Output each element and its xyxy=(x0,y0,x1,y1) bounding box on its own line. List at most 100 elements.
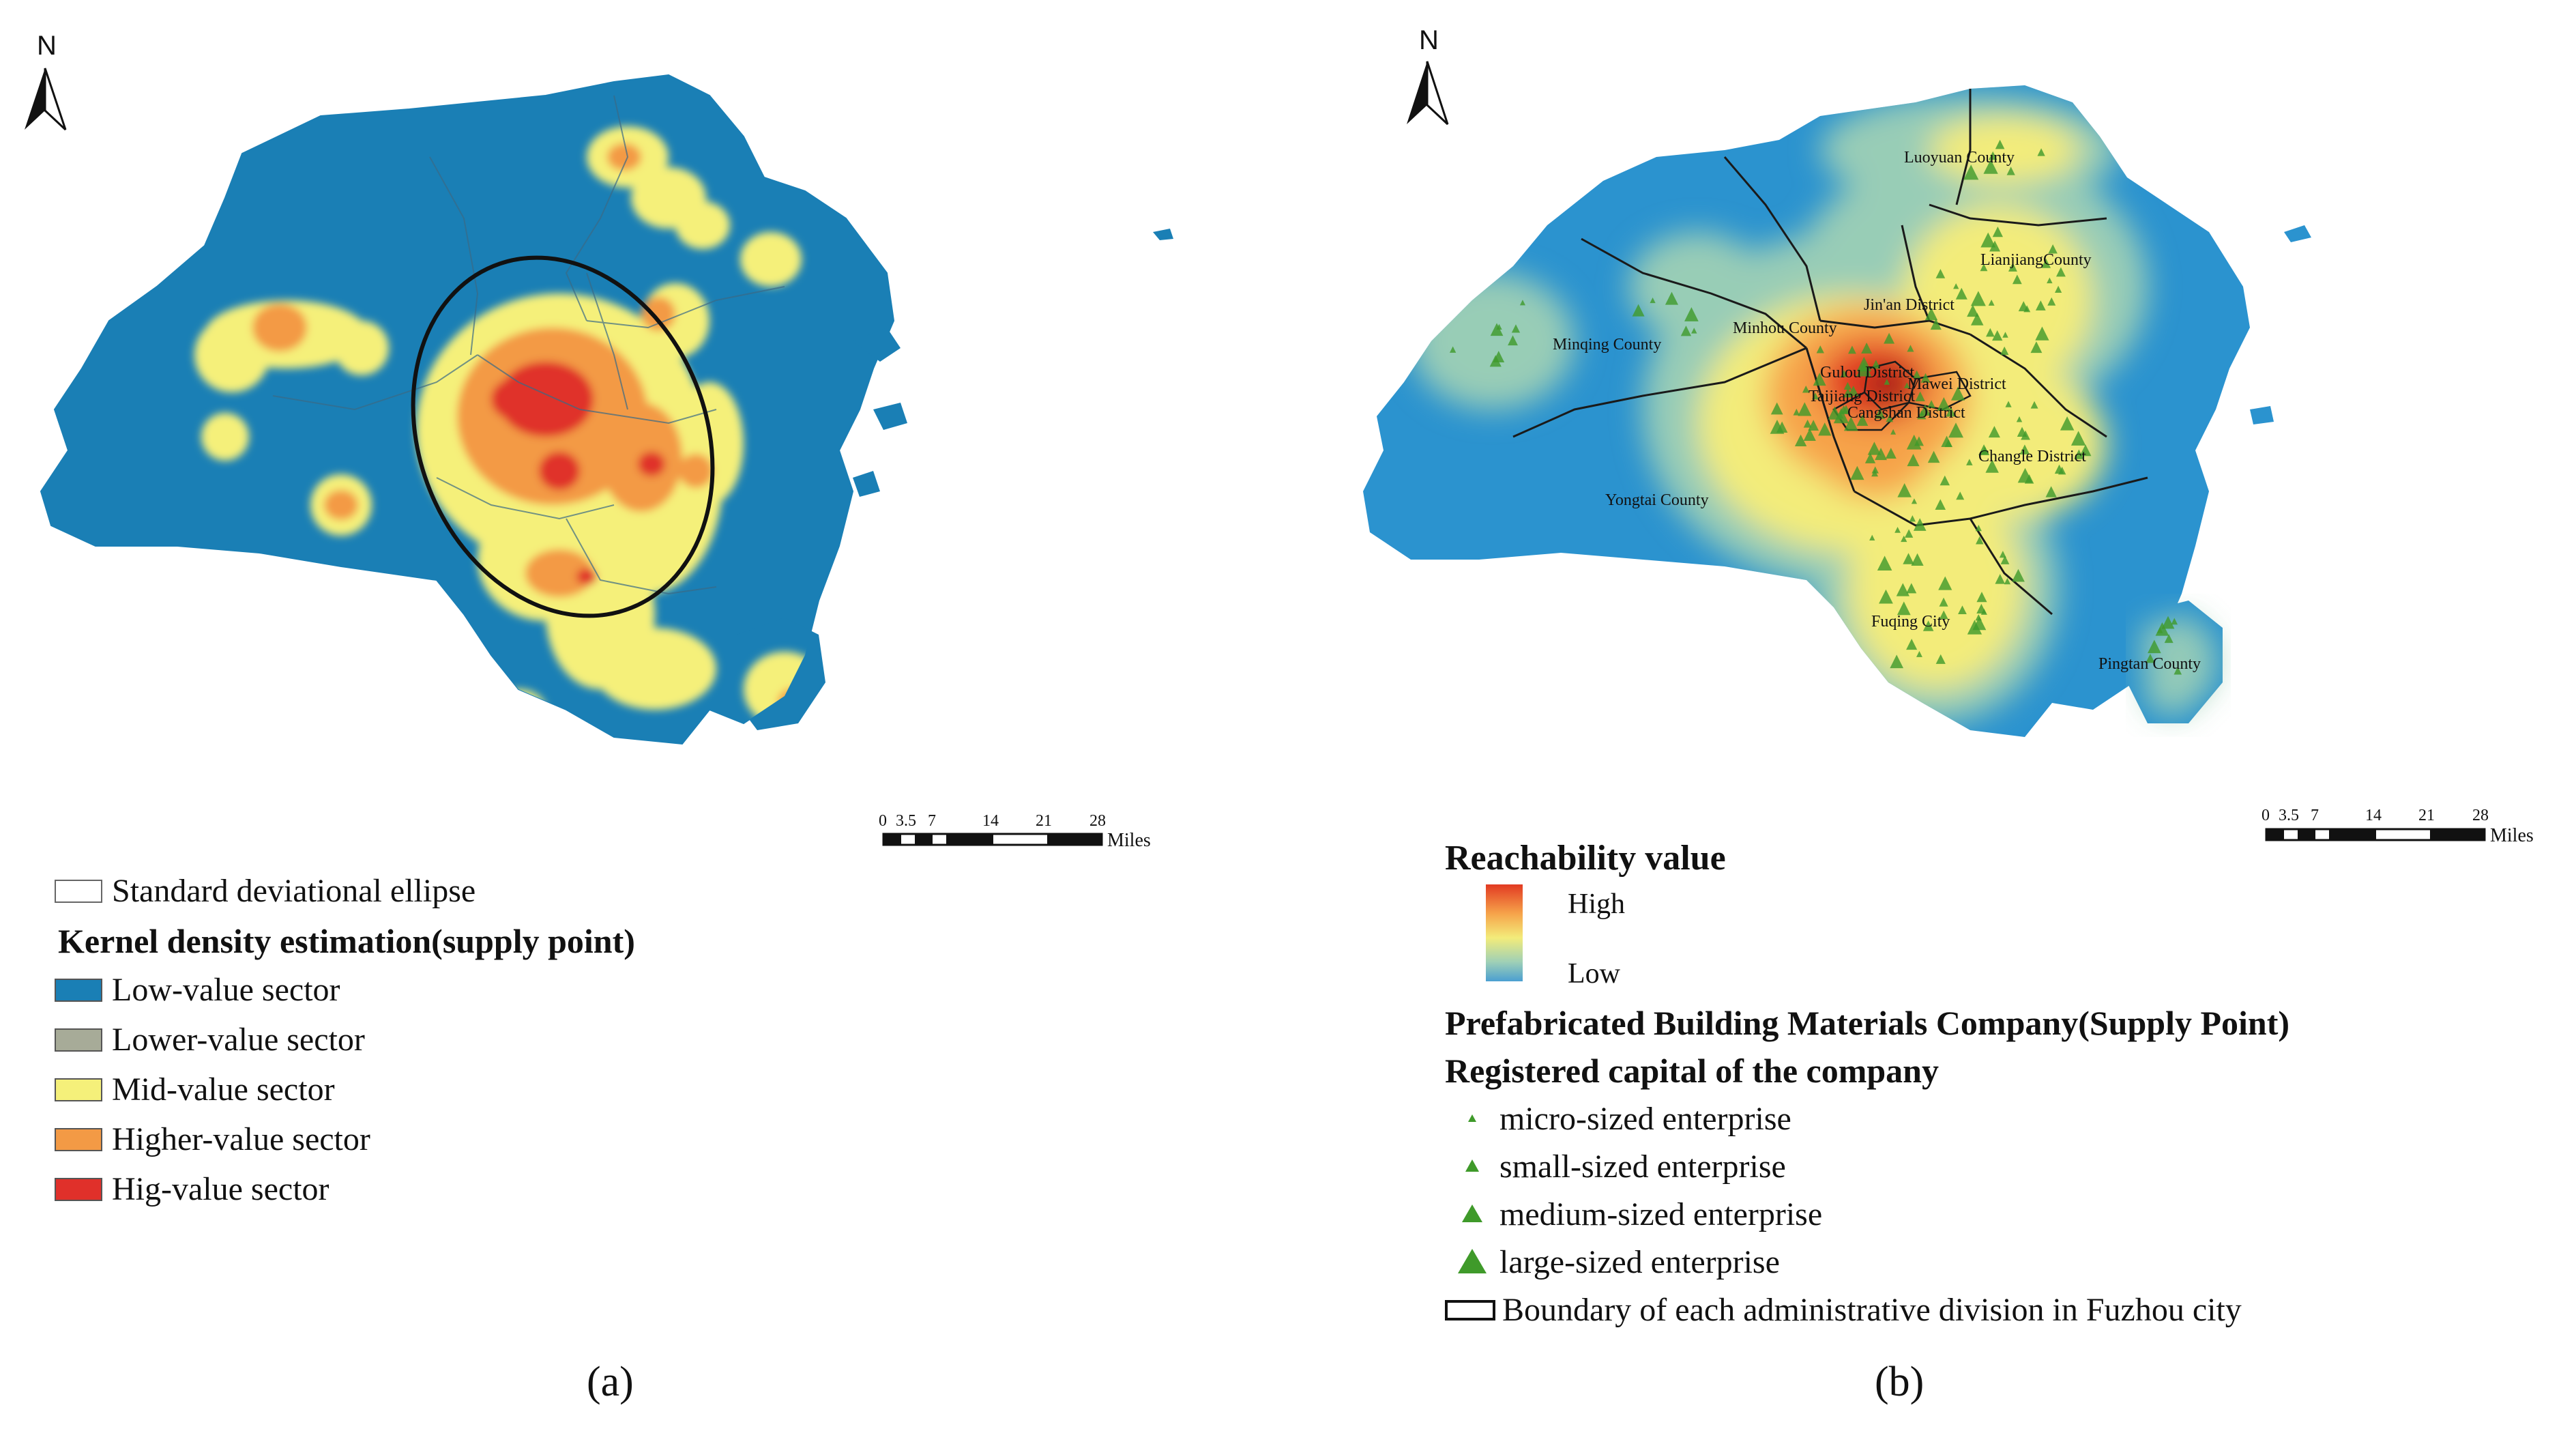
supply-point-triangle xyxy=(1995,573,2006,584)
supply-point-triangle xyxy=(1939,610,1948,620)
supply-point-triangle xyxy=(1980,232,1996,248)
supply-point-triangle xyxy=(2037,148,2045,156)
supply-point-triangle xyxy=(1906,638,1918,650)
supply-point-triangle xyxy=(1840,370,1848,377)
legend-company-title: Prefabricated Building Materials Company… xyxy=(1445,1004,2290,1042)
supply-point-triangle xyxy=(1909,515,1916,522)
supply-point-triangle xyxy=(1869,534,1875,540)
supply-point-triangle xyxy=(1940,475,1950,486)
supply-point-triangle xyxy=(1856,356,1872,372)
supply-point-triangle xyxy=(2161,616,2175,629)
reach-color-ramp xyxy=(1486,884,1523,981)
scale-tick-5: 28 xyxy=(1089,812,1106,830)
scale-unit-b: Miles xyxy=(2490,825,2534,846)
supply-point-triangle xyxy=(1907,345,1914,352)
supply-point-triangle xyxy=(1999,551,2006,558)
supply-point-triangle xyxy=(1976,536,1984,545)
supply-point-triangle xyxy=(1992,227,2003,237)
scale-bar-a: 0 3.5 7 14 21 28 Miles xyxy=(879,812,1151,851)
legend-ellipse-row: Standard deviational ellipse xyxy=(55,875,475,908)
supply-point-triangle xyxy=(1874,408,1886,419)
supply-point-triangle xyxy=(2041,259,2051,268)
supply-point-triangle xyxy=(1818,422,1832,436)
supply-point-triangle xyxy=(1906,583,1917,594)
supply-point-triangle xyxy=(1948,422,1963,438)
supply-point-triangle xyxy=(2019,444,2030,454)
supply-point-triangle xyxy=(1955,287,1967,300)
supply-point-triangle xyxy=(1877,555,1892,571)
north-label-b: N xyxy=(1419,25,1439,55)
supply-point-triangle xyxy=(1813,373,1826,386)
swatch-low xyxy=(55,979,102,1002)
pingtan-surface xyxy=(2141,614,2216,717)
legend-item-higher: Higher-value sector xyxy=(55,1123,370,1156)
supply-point-triangle xyxy=(1871,360,1881,369)
supply-point-triangle xyxy=(1938,576,1952,590)
legend-size-large: large-sized enterprise xyxy=(1445,1246,1780,1279)
legend-size-label: small-sized enterprise xyxy=(1499,1149,1786,1185)
north-arrow-a: N xyxy=(25,31,67,131)
supply-point-triangle xyxy=(1956,491,1965,500)
caption-b: (b) xyxy=(1875,1359,1924,1405)
supply-point-triangle xyxy=(1978,444,1990,455)
supply-point-triangle xyxy=(1911,553,1924,566)
legend-item-lower: Lower-value sector xyxy=(55,1024,365,1056)
supply-point-triangle xyxy=(1519,300,1525,306)
legend-boundary-label: Boundary of each administrative division… xyxy=(1502,1292,2242,1328)
legend-size-label: large-sized enterprise xyxy=(1499,1244,1780,1280)
legend-boundary-row: Boundary of each administrative division… xyxy=(1445,1294,2242,1327)
supply-point-triangle xyxy=(1803,419,1812,428)
legend-low-row: Low xyxy=(1568,959,1620,988)
supply-point-triangle xyxy=(1890,429,1897,435)
supply-point-triangle xyxy=(1839,405,1849,414)
supply-point-triangle xyxy=(1920,373,1931,383)
legend-company-title-row: Prefabricated Building Materials Company… xyxy=(1445,1006,2289,1040)
supply-point-triangle xyxy=(1988,426,2000,438)
legend-item-mid: Mid-value sector xyxy=(55,1073,335,1106)
supply-point-triangle xyxy=(1875,448,1888,461)
legend-size-small: small-sized enterprise xyxy=(1445,1151,1786,1183)
scale-tick-0: 0 xyxy=(879,812,887,830)
legend-low-label: Low xyxy=(1568,958,1620,990)
legend-b: Reachability value High Low Prefabricate… xyxy=(1445,841,2502,1332)
legend-high-row: High xyxy=(1568,890,1625,919)
panel-b: Luoyuan County LianjiangCounty Jin'an Di… xyxy=(1288,0,2576,1429)
supply-point-triangle xyxy=(2164,634,2174,644)
north-arrow-b: N xyxy=(1407,25,1449,126)
supply-point-triangle xyxy=(1912,370,1921,379)
supply-point-triangle xyxy=(1967,304,1979,317)
legend-size-label: medium-sized enterprise xyxy=(1499,1196,1823,1232)
supply-point-triangle xyxy=(1950,386,1965,401)
supply-point-triangle xyxy=(1879,589,1893,604)
supply-point-triangle xyxy=(2055,267,2066,277)
supply-point-triangle xyxy=(1894,526,1901,533)
legend-high-label: High xyxy=(1568,889,1625,920)
supply-point-triangle xyxy=(1816,345,1824,353)
supply-point-triangle xyxy=(1691,328,1697,334)
supply-point-triangle xyxy=(2000,346,2009,356)
legend-size-micro: micro-sized enterprise xyxy=(1445,1103,1791,1136)
supply-point-triangle xyxy=(1983,159,1998,174)
supply-point-triangle xyxy=(1916,650,1922,657)
supply-point-triangle xyxy=(1884,379,1890,385)
label-minqing: Minqing County xyxy=(1553,336,1661,353)
supply-point-triangle xyxy=(2148,639,2161,654)
supply-point-triangle xyxy=(1935,269,1946,278)
supply-point-triangle xyxy=(1919,404,1931,416)
map-b: Luoyuan County LianjiangCounty Jin'an Di… xyxy=(1363,25,2534,846)
supply-point-triangle xyxy=(1793,408,1800,416)
scale-tick-2: 7 xyxy=(928,812,936,830)
swatch-lower xyxy=(55,1028,102,1052)
supply-point-triangle xyxy=(2008,262,2017,272)
supply-point-triangle xyxy=(1911,498,1918,504)
swatch-higher xyxy=(55,1128,102,1151)
supply-point-triangle xyxy=(1915,391,1925,401)
supply-point-triangle xyxy=(1803,428,1816,442)
supply-point-triangle xyxy=(1848,386,1859,396)
label-fuqing: Fuqing City xyxy=(1871,613,1950,631)
caption-a: (a) xyxy=(587,1359,634,1405)
scale-tick-2: 7 xyxy=(2311,807,2319,824)
supply-point-triangle xyxy=(1886,414,1894,422)
boundary-swatch xyxy=(1445,1300,1495,1320)
supply-point-triangle xyxy=(2035,300,2046,311)
